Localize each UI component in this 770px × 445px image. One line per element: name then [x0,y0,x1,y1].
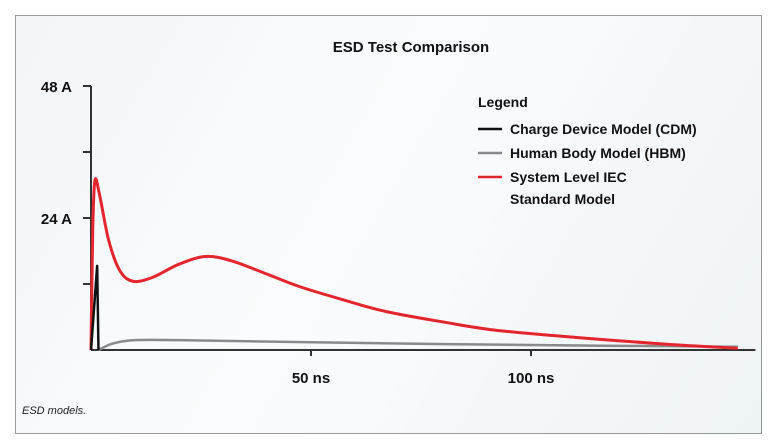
legend: Legend Charge Device Model (CDM) Human Bod… [478,94,697,207]
series-line-hbm [97,338,738,352]
series-line-iec [89,177,738,351]
legend-label: Charge Device Model (CDM) [510,121,697,137]
caption: ESD models. [22,405,86,417]
legend-title: Legend [478,94,528,110]
legend-label: Standard Model [510,191,615,207]
legend-label: System Level IEC [510,169,627,185]
legend-label: Human Body Model (HBM) [510,145,686,161]
chart-title: ESD Test Comparison [333,39,489,56]
chart-panel [15,15,762,434]
y-tick-label: 24 A [41,211,72,228]
y-tick-label: 48 A [41,79,72,96]
x-tick-label: 50 ns [292,370,330,387]
x-tick-label: 100 ns [508,370,555,387]
series-line-cdm [89,264,100,351]
